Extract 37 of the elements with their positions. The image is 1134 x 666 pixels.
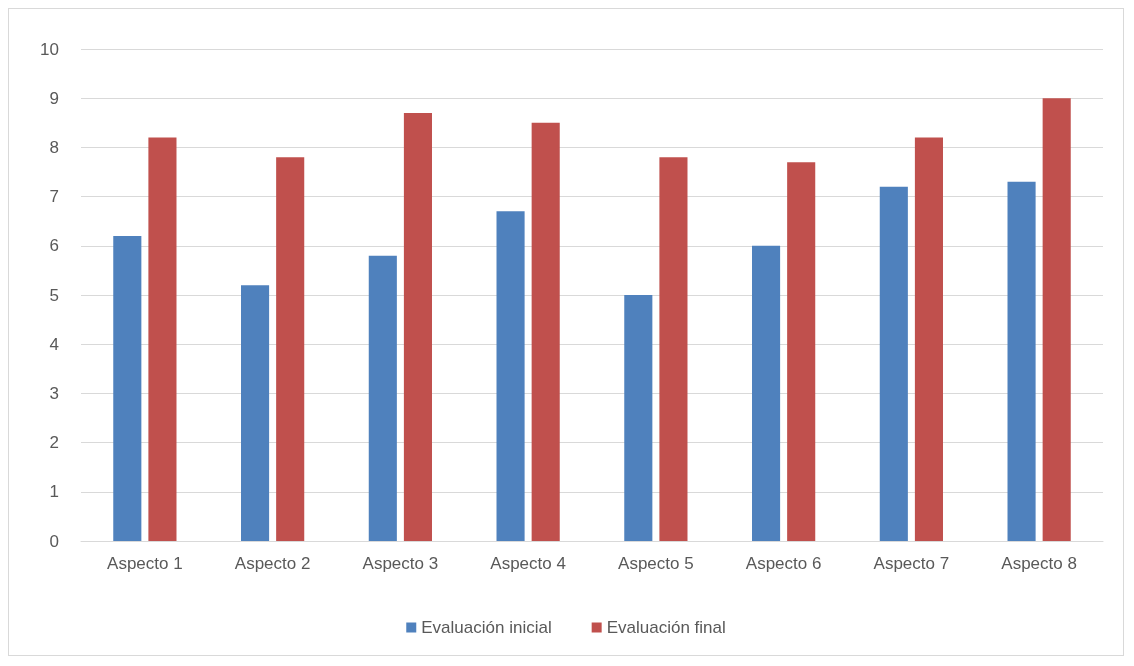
bar <box>659 157 688 541</box>
bar <box>113 235 142 541</box>
bar <box>276 157 305 541</box>
y-tick-label: 4 <box>49 334 59 354</box>
y-tick-label: 2 <box>49 433 59 453</box>
bar <box>752 245 781 541</box>
x-tick-label: Aspecto 2 <box>234 554 311 573</box>
x-tick-label: Aspecto 3 <box>362 554 439 573</box>
bar <box>531 122 560 541</box>
x-tick-label: Aspecto 6 <box>745 554 822 573</box>
bar <box>1042 98 1071 541</box>
legend-label: Evaluación final <box>606 618 726 637</box>
x-tick-label: Aspecto 4 <box>490 554 566 573</box>
x-tick-label: Aspecto 7 <box>873 554 950 573</box>
bar <box>879 186 908 541</box>
y-tick-label: 0 <box>49 531 59 551</box>
y-tick-label: 9 <box>49 88 59 108</box>
y-tick-label: 6 <box>49 236 59 256</box>
bar <box>368 255 397 541</box>
y-tick-label: 5 <box>49 285 59 305</box>
bar <box>914 137 943 541</box>
x-tick-label: Aspecto 8 <box>1001 554 1077 573</box>
legend-label: Evaluación inicial <box>421 618 552 637</box>
y-tick-label: 1 <box>49 482 59 502</box>
bar <box>403 112 432 541</box>
y-tick-label: 3 <box>49 383 59 403</box>
bar <box>787 162 816 541</box>
x-tick-label: Aspecto 1 <box>107 554 183 573</box>
bar <box>624 295 653 541</box>
bar <box>496 211 525 541</box>
bar <box>241 285 270 541</box>
bar <box>148 137 177 541</box>
y-tick-label: 8 <box>49 137 59 157</box>
y-tick-label: 7 <box>49 187 59 207</box>
x-tick-label: Aspecto 5 <box>618 554 694 573</box>
y-tick-label: 10 <box>40 39 59 59</box>
bar <box>1007 181 1036 541</box>
